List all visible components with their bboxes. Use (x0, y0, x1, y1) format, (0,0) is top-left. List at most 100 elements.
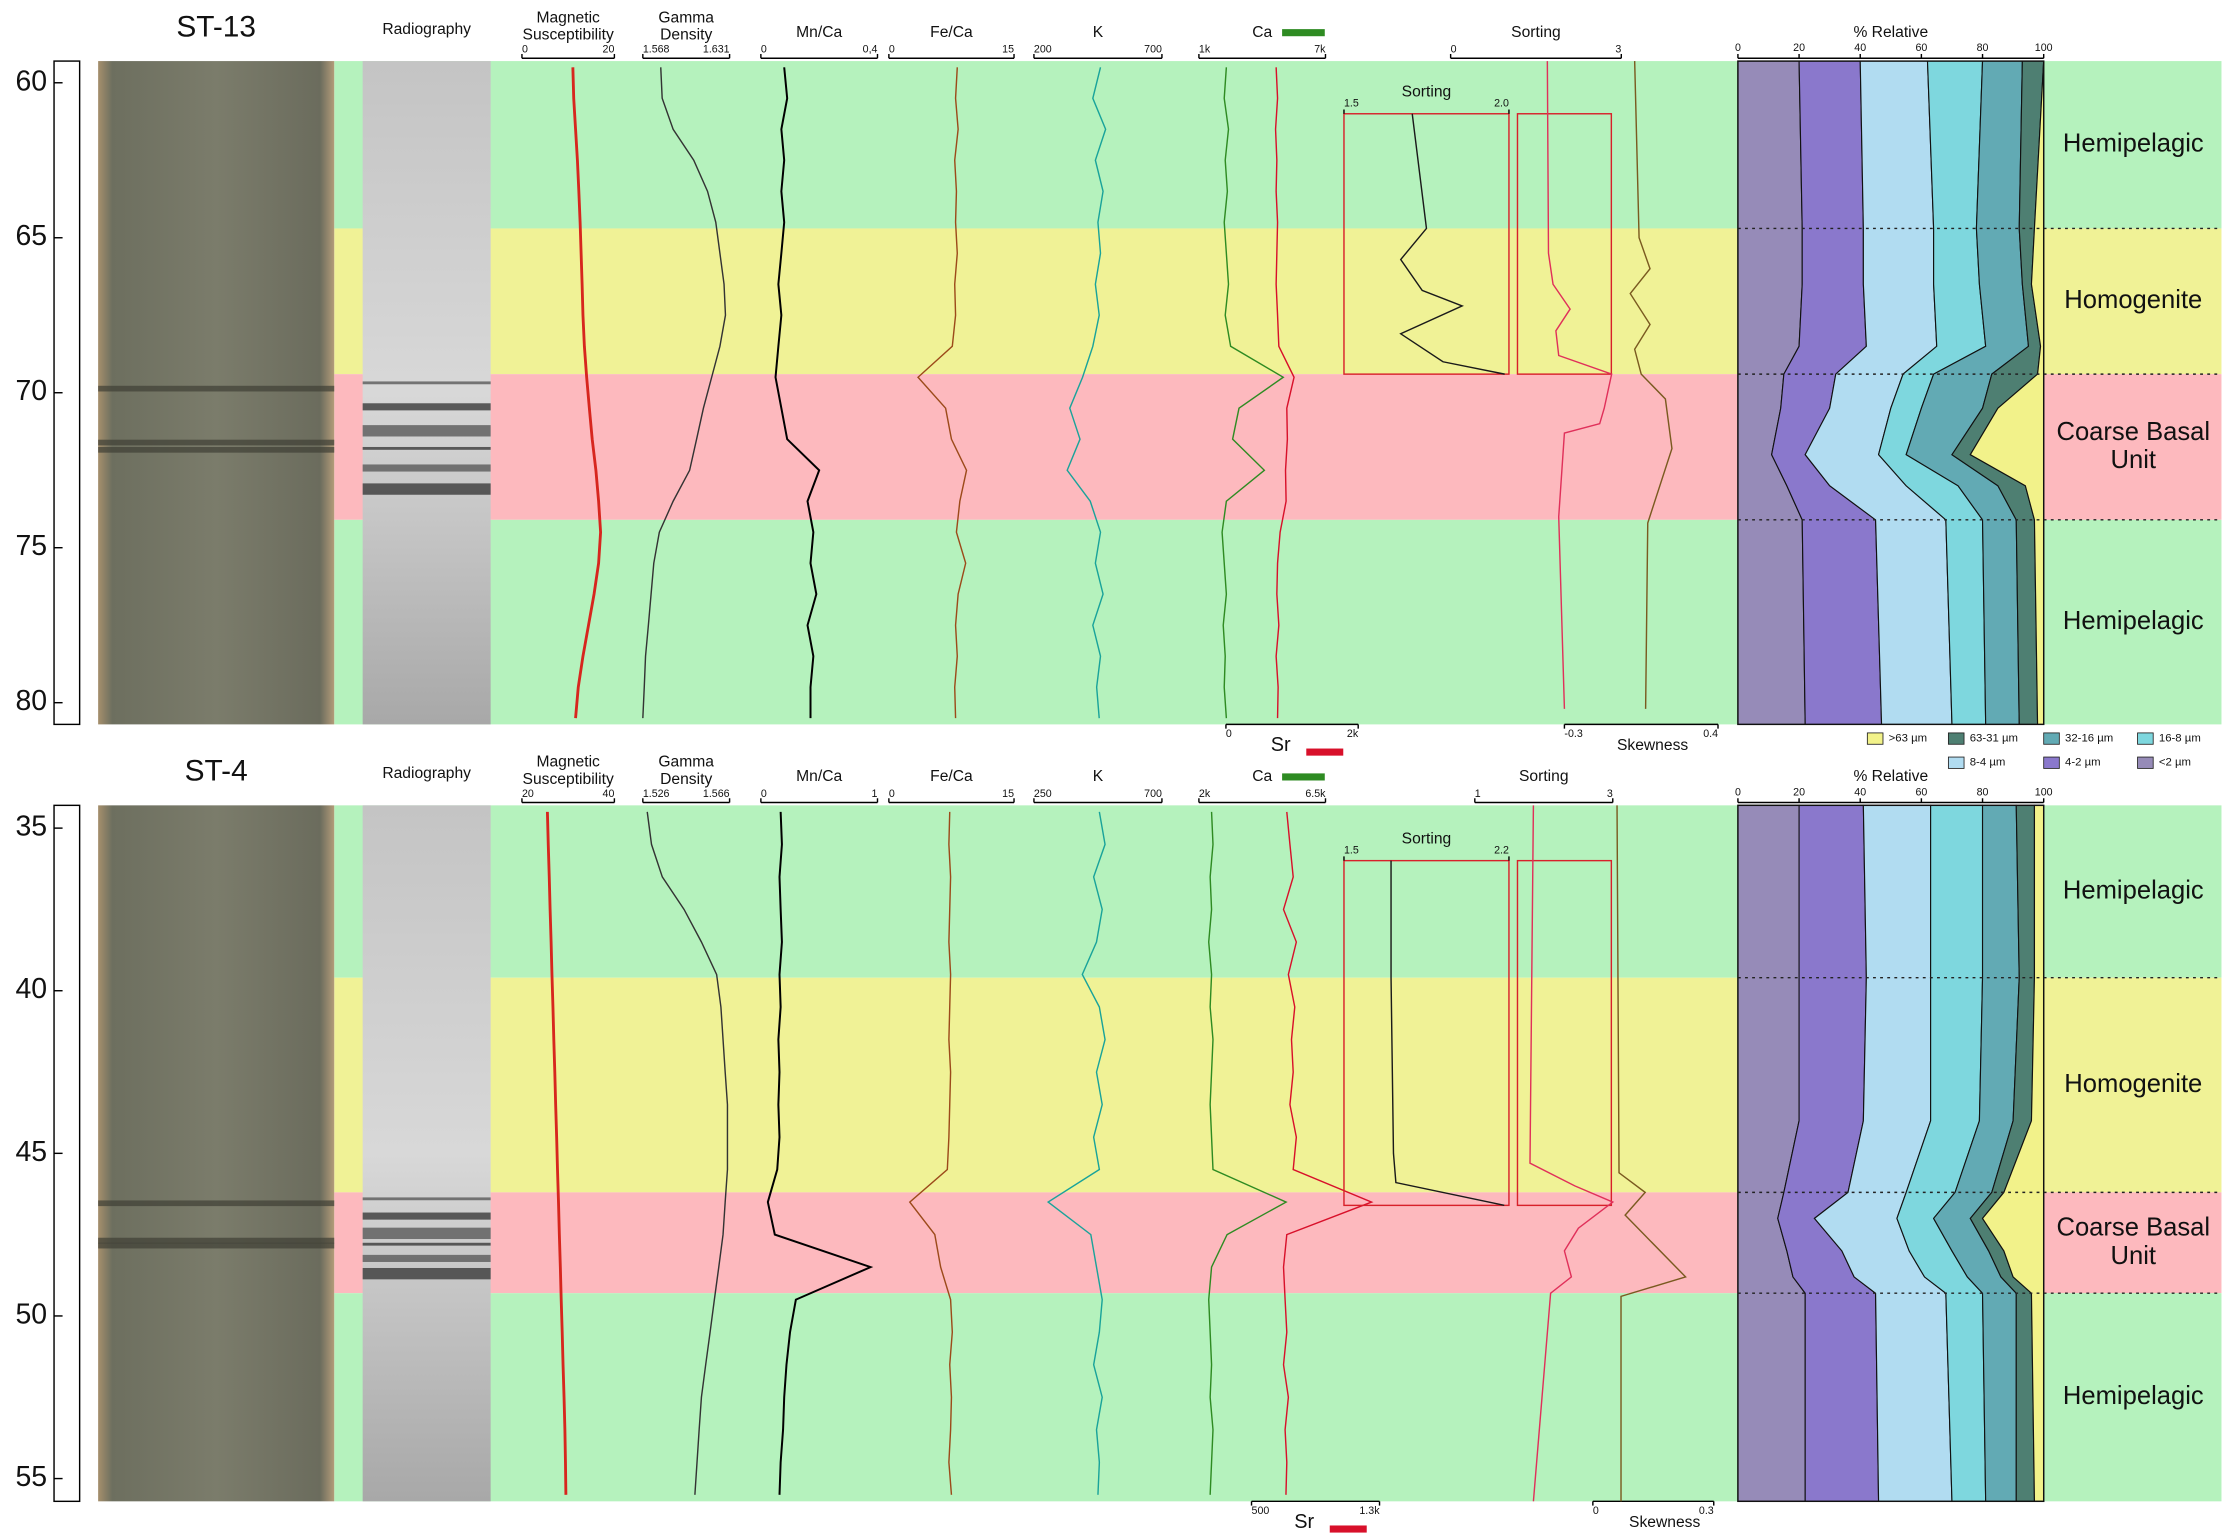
legend-label: <2 µm (2159, 757, 2191, 769)
core-layer (98, 1237, 335, 1244)
track-curve (766, 811, 874, 1495)
legend-swatch (1947, 756, 1965, 769)
track-label: Magnetic Susceptibility (523, 10, 614, 44)
tick-label: 15 (1002, 44, 1014, 56)
track-curve (1546, 61, 1613, 709)
legend-swatch (2043, 756, 2060, 769)
radiography-label: Radiography (382, 765, 471, 782)
track-label: Fe/Ca (930, 768, 973, 785)
text-line: Magnetic (536, 754, 600, 771)
tick-label: 20 (1793, 786, 1805, 798)
tick-label: 0.4 (1703, 728, 1718, 740)
track-curve (774, 67, 821, 719)
legend-swatch (2137, 732, 2154, 745)
legend-label: 32-16 µm (2065, 733, 2113, 745)
track-label: Sr (1271, 734, 1291, 756)
radiograph-band (362, 1242, 491, 1246)
track-label: K (1093, 24, 1104, 41)
track-curve (1399, 113, 1505, 375)
depth-tick-label: 75 (15, 530, 47, 562)
text-line: Gamma (658, 10, 714, 27)
track-curve (1274, 67, 1295, 719)
track-swatch (1282, 29, 1325, 37)
core-layer (98, 385, 335, 392)
tick-label: 7k (1314, 44, 1326, 56)
tick-label: 60 (1915, 786, 1927, 798)
track-label: Sr (1294, 1511, 1314, 1533)
tick-label: 0.3 (1699, 1505, 1714, 1517)
tick-label: 3 (1607, 788, 1613, 800)
tick-label: 1.568 (643, 44, 670, 56)
radiograph-band (362, 1254, 491, 1262)
track-curve (908, 811, 954, 1495)
track-curve (1208, 811, 1288, 1495)
track-curve (1046, 811, 1106, 1495)
radiograph-band (362, 1267, 491, 1280)
text-line: Susceptibility (523, 27, 614, 44)
inset-box (1516, 859, 1613, 1207)
tick-label: 40 (1854, 42, 1866, 54)
legend-label: 16-8 µm (2159, 733, 2201, 745)
depth-tick-label: 65 (15, 220, 47, 252)
track-label: Sorting (1402, 830, 1452, 847)
tick-label: 80 (1977, 42, 1989, 54)
track-curve (1066, 67, 1107, 719)
core-layer (98, 1242, 335, 1249)
track-curve (571, 67, 603, 719)
tick-label: 2k (1347, 728, 1359, 740)
track-label: Ca (1252, 24, 1272, 41)
legend-swatch (2137, 756, 2154, 769)
legend-swatch (1947, 732, 1965, 745)
tick-label: 0,4 (863, 44, 878, 56)
depth-tick-label: 40 (15, 973, 47, 1005)
track-label: Sorting (1519, 768, 1569, 785)
tick-label: 0 (1226, 728, 1232, 740)
tick-label: 1.566 (703, 788, 730, 800)
tick-label: 2.2 (1494, 845, 1509, 857)
tick-label: 2.0 (1494, 98, 1509, 110)
track-label: Skewness (1617, 737, 1688, 754)
tick-label: 3 (1615, 44, 1621, 56)
tick-label: 0 (1593, 1505, 1599, 1517)
tick-label: 1.5 (1344, 845, 1359, 857)
radiograph (362, 805, 491, 1502)
tick-label: 0 (889, 44, 895, 56)
track-curve (1629, 61, 1673, 709)
panel-title: ST-4 (185, 755, 248, 788)
grain-frame (1737, 60, 2045, 726)
tick-label: 1.631 (703, 44, 730, 56)
track-curve (1616, 805, 1687, 1502)
inset-box (1343, 859, 1510, 1207)
core-layer (98, 439, 335, 446)
legend-swatch (2043, 732, 2060, 745)
track-label: Mn/Ca (796, 768, 842, 785)
radiography-label: Radiography (382, 21, 471, 38)
tick-label: 20 (603, 44, 615, 56)
track-curve (545, 811, 568, 1495)
radiograph (362, 61, 491, 725)
track-label: Skewness (1629, 1514, 1700, 1531)
tick-label: 1 (872, 788, 878, 800)
depth-tick-label: 50 (15, 1298, 47, 1330)
tick-label: 0 (889, 788, 895, 800)
track-swatch (1306, 748, 1344, 756)
tick-label: 15 (1002, 788, 1014, 800)
tick-label: 100 (2035, 42, 2053, 54)
tick-label: 1k (1199, 44, 1211, 56)
text-line: Density (660, 27, 712, 44)
text-line: Unit (2111, 1242, 2157, 1270)
track-curve (1390, 860, 1505, 1207)
depth-tick-label: 60 (15, 65, 47, 97)
tick-label: 700 (1144, 788, 1162, 800)
tick-label: 20 (1793, 42, 1805, 54)
tick-label: 1.3k (1359, 1505, 1380, 1517)
tick-label: 1.526 (643, 788, 670, 800)
tick-label: 1 (1475, 788, 1481, 800)
tick-label: 0 (1451, 44, 1457, 56)
radiograph-band (362, 446, 491, 450)
text-line: Magnetic (536, 10, 600, 27)
radiograph-band (362, 425, 491, 437)
legend-label: >63 µm (1889, 733, 1927, 745)
depth-tick-label: 80 (15, 685, 47, 717)
